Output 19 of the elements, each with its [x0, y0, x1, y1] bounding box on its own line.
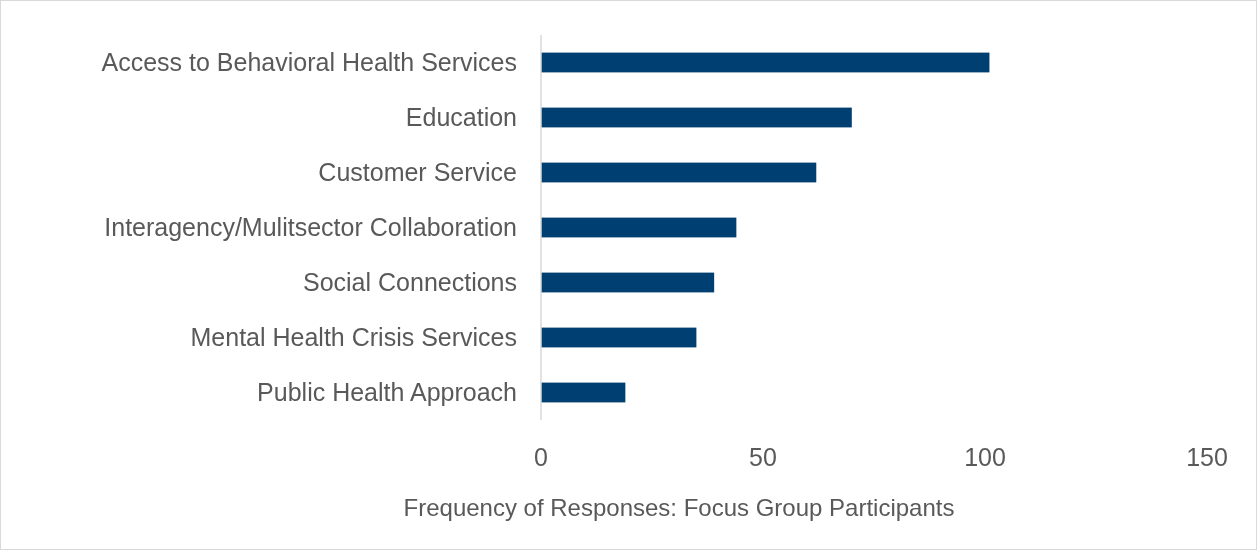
bar — [541, 107, 852, 128]
x-axis-title: Frequency of Responses: Focus Group Participants — [403, 494, 955, 521]
y-tick-label: Education — [405, 103, 517, 132]
y-tick-label: Interagency/Mulitsector Collaboration — [104, 213, 517, 242]
y-tick-label: Social Connections — [302, 268, 517, 297]
y-tick-label: Customer Service — [318, 158, 517, 187]
x-tick-label: 0 — [534, 443, 548, 471]
bar — [541, 327, 697, 348]
bar — [541, 217, 737, 238]
bar — [541, 162, 817, 183]
x-tick-label: 50 — [749, 443, 777, 471]
bar — [541, 382, 626, 403]
x-tick-label: 150 — [1186, 443, 1228, 471]
y-tick-label: Mental Health Crisis Services — [190, 323, 517, 352]
bar — [541, 52, 990, 73]
y-tick-label: Public Health Approach — [257, 378, 517, 407]
x-tick-label: 100 — [964, 443, 1006, 471]
y-tick-label: Access to Behavioral Health Services — [101, 48, 517, 77]
bar — [541, 272, 715, 293]
